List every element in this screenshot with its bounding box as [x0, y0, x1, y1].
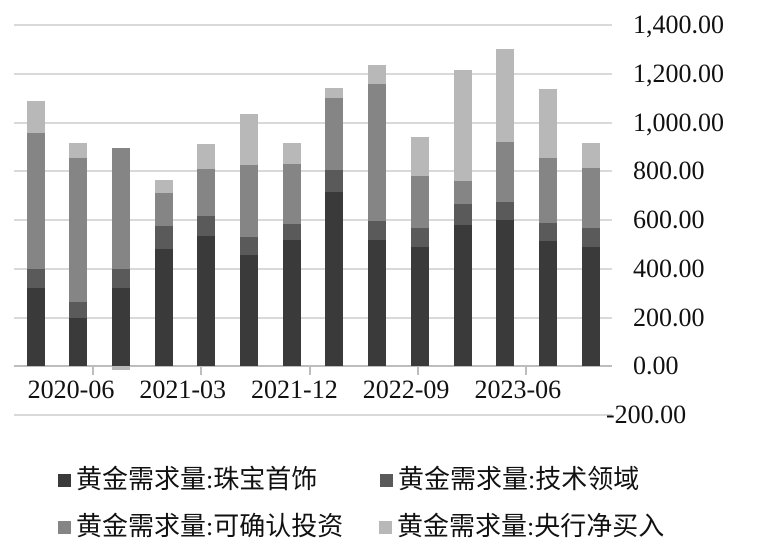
- bar-segment: [368, 240, 387, 367]
- bar-segment: [197, 216, 216, 237]
- x-axis-tick-label: 2020-06: [27, 375, 115, 404]
- legend-swatch-technology-icon: [380, 473, 393, 487]
- bar-segment: [69, 301, 88, 319]
- bar-segment: [69, 142, 88, 159]
- bar-segment: [282, 224, 301, 241]
- x-axis-tick-label: 2022-09: [362, 375, 450, 404]
- bar-segment: [496, 49, 515, 143]
- y-axis-tick-label: 1,000.00: [633, 107, 724, 137]
- bar-segment: [26, 100, 45, 134]
- bar-segment: [154, 249, 173, 367]
- bar-segment: [538, 240, 557, 367]
- legend-swatch-investment-icon: [58, 520, 71, 534]
- gridline: [14, 72, 612, 75]
- bar-segment: [240, 114, 259, 166]
- y-axis-tick-label: -200.00: [606, 400, 687, 429]
- legend-item-investment: 黄金需求量:可确认投资: [58, 513, 343, 541]
- bar-segment: [69, 158, 88, 302]
- bar-segment: [282, 142, 301, 165]
- bar-segment: [282, 164, 301, 225]
- legend-item-central-bank: 黄金需求量:央行净买入: [379, 513, 664, 541]
- bar-segment: [154, 179, 173, 193]
- gridline: [14, 267, 612, 270]
- bar-segment: [197, 169, 216, 217]
- bar-segment: [26, 288, 45, 367]
- bar-segment: [282, 240, 301, 367]
- bar-segment: [325, 87, 344, 98]
- bar-segment: [538, 222, 557, 241]
- bar-segment: [496, 142, 515, 203]
- x-axis-tick: [525, 367, 527, 376]
- bar-segment: [538, 88, 557, 158]
- legend-label-central-bank: 黄金需求量:央行净买入: [397, 512, 665, 541]
- gridline: [14, 414, 612, 416]
- y-axis-tick-label: 200.00: [633, 302, 705, 332]
- bar-segment: [368, 65, 387, 84]
- y-axis-tick-label: 800.00: [633, 156, 705, 186]
- x-axis-tick: [308, 367, 311, 376]
- gridline: [14, 24, 612, 26]
- gridline: [14, 316, 612, 319]
- bar-segment: [410, 136, 429, 177]
- gridline: [14, 219, 612, 221]
- bar-segment: [538, 157, 557, 223]
- bar-segment: [112, 288, 131, 367]
- legend-label-jewelry: 黄金需求量:珠宝首饰: [76, 465, 318, 494]
- bar-segment: [410, 246, 429, 367]
- y-axis-tick-label: 600.00: [633, 205, 705, 234]
- bar-segment: [410, 227, 429, 247]
- y-axis-tick-label: 400.00: [633, 253, 705, 283]
- bar-segment: [112, 147, 131, 269]
- bar-segment: [325, 97, 344, 171]
- legend-swatch-central-bank-icon: [379, 520, 392, 534]
- bar-segment: [197, 144, 216, 170]
- x-axis-tick: [200, 367, 203, 376]
- bar-segment: [368, 221, 387, 241]
- bar-segment: [453, 69, 472, 181]
- bar-segment: [453, 225, 472, 367]
- bar-segment: [325, 191, 344, 367]
- x-axis-tick-label: 2021-03: [139, 375, 227, 404]
- x-axis-line: [14, 365, 612, 368]
- bar-segment: [240, 236, 259, 256]
- bar-segment: [112, 268, 131, 289]
- bar-segment: [26, 133, 45, 270]
- bar-segment: [26, 269, 45, 289]
- bar-segment: [197, 236, 216, 367]
- bar-segment: [368, 83, 387, 222]
- bar-segment: [112, 366, 131, 370]
- gridline: [14, 121, 612, 124]
- y-axis-tick-label: 1,400.00: [633, 10, 724, 39]
- bar-segment: [69, 318, 88, 367]
- bar-segment: [410, 176, 429, 228]
- bar-segment: [496, 220, 515, 367]
- bar-segment: [581, 247, 600, 367]
- gridline: [14, 170, 612, 173]
- bar-segment: [581, 143, 600, 168]
- bar-segment: [581, 167, 600, 229]
- x-axis-tick: [416, 367, 419, 376]
- bar-segment: [581, 228, 600, 248]
- bar-segment: [154, 192, 173, 227]
- y-axis-tick-label: 0.00: [633, 351, 679, 381]
- legend-item-jewelry: 黄金需求量:珠宝首饰: [58, 466, 317, 494]
- bar-segment: [240, 255, 259, 367]
- legend-item-technology: 黄金需求量:技术领域: [380, 466, 639, 494]
- x-axis-tick: [92, 367, 94, 376]
- legend-label-technology: 黄金需求量:技术领域: [398, 465, 640, 494]
- bar-segment: [496, 202, 515, 220]
- x-axis-tick-label: 2023-06: [474, 375, 562, 404]
- legend-swatch-jewelry-icon: [58, 473, 71, 487]
- bar-segment: [154, 226, 173, 249]
- y-axis-tick-label: 1,200.00: [633, 58, 724, 88]
- bar-segment: [453, 204, 472, 226]
- legend-label-investment: 黄金需求量:可确认投资: [76, 512, 344, 541]
- bar-segment: [325, 170, 344, 192]
- bar-segment: [240, 165, 259, 237]
- x-axis-tick-label: 2021-12: [251, 375, 338, 404]
- bar-segment: [453, 180, 472, 205]
